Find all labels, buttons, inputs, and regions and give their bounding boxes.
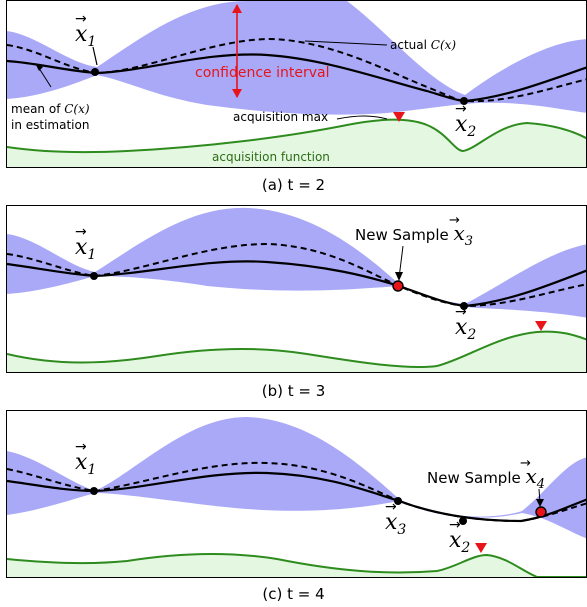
panel-t3-plot: x1 → x2 → New Sample x3 → bbox=[7, 207, 586, 372]
confidence-band bbox=[7, 207, 586, 318]
new-sample-point bbox=[535, 506, 547, 518]
acquisition-line bbox=[7, 330, 586, 369]
actual-pointer bbox=[304, 40, 388, 46]
sample-point-x2 bbox=[460, 97, 468, 105]
sample-point-x2 bbox=[459, 517, 467, 525]
sample-point-x1 bbox=[90, 487, 98, 495]
point-label-x1: x1 bbox=[75, 450, 96, 478]
sample-point-x1 bbox=[90, 272, 98, 280]
panel-t4: x1 → x3 → x2 → New Sample x4 → bbox=[6, 410, 587, 578]
new-sample-point bbox=[392, 280, 404, 292]
arrow-head-down bbox=[232, 89, 242, 98]
confidence-band bbox=[7, 417, 586, 539]
acquisition-max-marker bbox=[535, 321, 547, 331]
panel-t2: x1 → x2 → confidence interval actual C(x… bbox=[6, 0, 587, 168]
vector-arrow: → bbox=[520, 456, 531, 471]
caption-a: (a) t = 2 bbox=[261, 176, 326, 194]
mean-label-line2: in estimation bbox=[11, 118, 89, 132]
vector-arrow: → bbox=[449, 213, 460, 228]
point-label-x2: x2 bbox=[455, 315, 476, 343]
mean-label-line1: mean of C(x) bbox=[11, 102, 90, 116]
new-sample-label: New Sample x4 bbox=[427, 464, 545, 492]
acquisition-function-label: acquisition function bbox=[212, 150, 330, 164]
acquisition-max-label: acquisition max bbox=[233, 110, 328, 124]
panel-t4-plot: x1 → x3 → x2 → New Sample x4 → bbox=[7, 417, 586, 577]
new-sample-label: New Sample x3 bbox=[355, 221, 473, 249]
vector-arrow: → bbox=[455, 304, 467, 320]
acquisition-line bbox=[7, 552, 586, 577]
vector-arrow: → bbox=[75, 439, 87, 455]
confidence-label: confidence interval bbox=[195, 65, 329, 81]
sample-point-x3 bbox=[394, 497, 402, 505]
vector-arrow: → bbox=[455, 101, 467, 117]
point-label-x1: x1 bbox=[75, 22, 96, 50]
arrow-head bbox=[536, 499, 544, 507]
vector-arrow: → bbox=[75, 11, 87, 27]
point-label-x2: x2 bbox=[455, 112, 476, 140]
acq-max-pointer bbox=[336, 115, 388, 120]
panel-t3: x1 → x2 → New Sample x3 → bbox=[6, 205, 587, 373]
point-label-x3: x3 bbox=[385, 510, 406, 538]
acquisition-max-marker bbox=[475, 543, 487, 553]
caption-b: (b) t = 3 bbox=[261, 382, 326, 400]
point-label-x1: x1 bbox=[75, 235, 96, 263]
acquisition-fill bbox=[7, 553, 586, 577]
sample-point-x1 bbox=[91, 68, 99, 76]
arrow-head-up bbox=[232, 4, 242, 13]
vector-arrow: → bbox=[75, 224, 87, 240]
point-label-x2: x2 bbox=[449, 528, 470, 556]
acquisition-fill bbox=[7, 331, 586, 372]
arrow-head bbox=[35, 63, 43, 71]
acquisition-fill bbox=[7, 119, 586, 167]
arrow-head bbox=[395, 272, 403, 281]
sample-point-x2 bbox=[460, 302, 468, 310]
panel-t2-plot: x1 → x2 → confidence interval actual C(x… bbox=[7, 1, 586, 167]
caption-c: (c) t = 4 bbox=[262, 585, 325, 603]
x1-pointer bbox=[92, 46, 98, 66]
vector-arrow: → bbox=[385, 499, 397, 515]
acquisition-max-marker bbox=[393, 112, 405, 122]
actual-label: actual C(x) bbox=[390, 38, 456, 52]
vector-arrow: → bbox=[449, 517, 461, 533]
